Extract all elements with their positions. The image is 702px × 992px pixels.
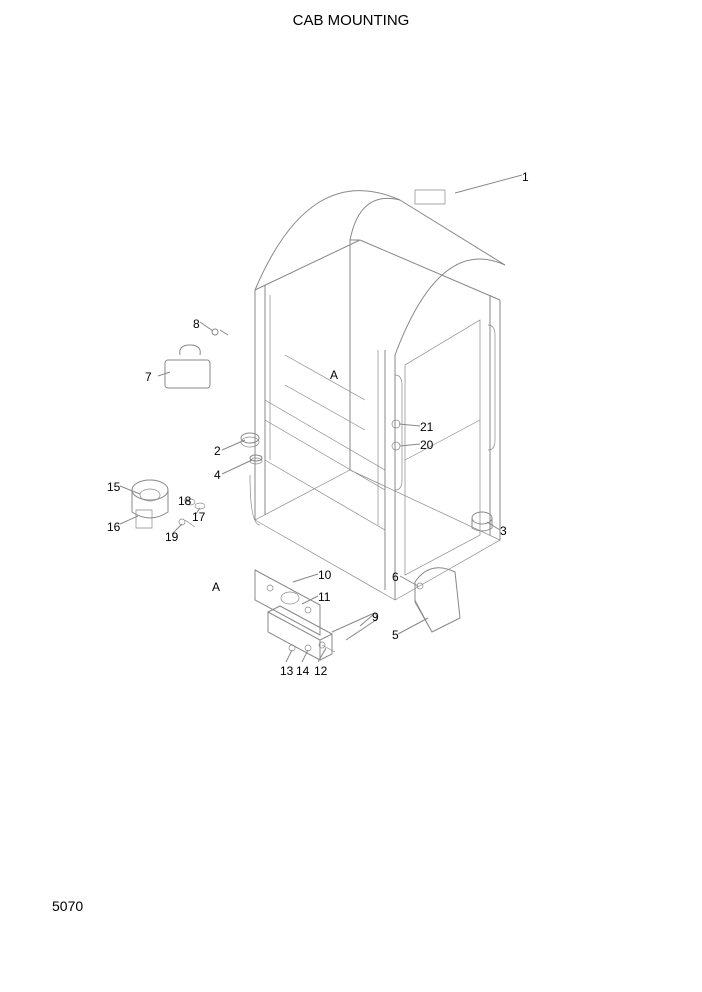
callout-11: 11	[318, 590, 330, 604]
page-number: 5070	[52, 898, 83, 914]
callout-8: 8	[193, 317, 200, 331]
callout-A: A	[330, 368, 338, 382]
callout-10: 10	[318, 568, 331, 582]
callout-2: 2	[214, 444, 221, 458]
callout-7: 7	[145, 370, 152, 384]
callout-5: 5	[392, 628, 399, 642]
callout-13: 13	[280, 664, 293, 678]
diagram-svg	[0, 0, 702, 992]
callout-16: 16	[107, 520, 120, 534]
callout-17: 17	[192, 510, 205, 524]
callout-12: 12	[314, 664, 327, 678]
callout-3: 3	[500, 524, 507, 538]
callout-18: 18	[178, 494, 191, 508]
callout-21: 21	[420, 420, 433, 434]
callout-6: 6	[392, 570, 399, 584]
callout-14: 14	[296, 664, 309, 678]
callout-20: 20	[420, 438, 433, 452]
callout-4: 4	[214, 468, 221, 482]
callout-1: 1	[522, 170, 529, 184]
callout-9: 9	[372, 610, 379, 624]
callout-15: 15	[107, 480, 120, 494]
callout-19: 19	[165, 530, 178, 544]
callout-A: A	[212, 580, 220, 594]
